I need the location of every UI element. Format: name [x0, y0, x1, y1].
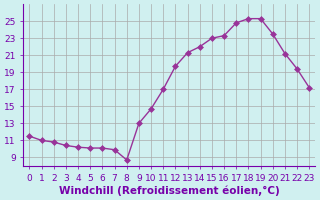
X-axis label: Windchill (Refroidissement éolien,°C): Windchill (Refroidissement éolien,°C)	[59, 185, 280, 196]
